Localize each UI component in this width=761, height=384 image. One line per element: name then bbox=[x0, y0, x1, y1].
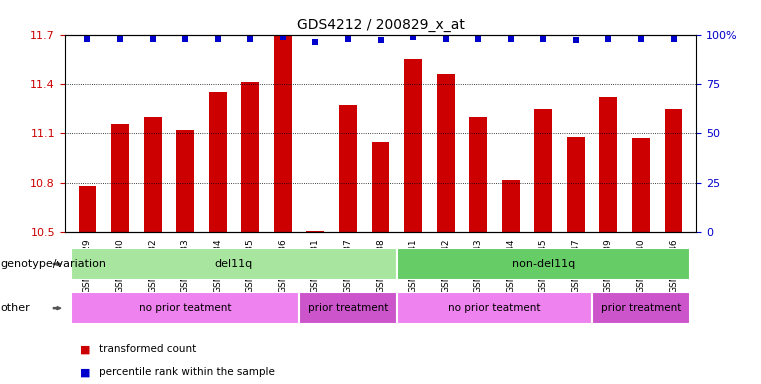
Bar bbox=[339, 106, 357, 232]
Bar bbox=[209, 92, 227, 232]
Point bbox=[407, 33, 419, 40]
Point bbox=[667, 35, 680, 41]
Text: del11q: del11q bbox=[215, 259, 253, 269]
Point bbox=[505, 35, 517, 41]
Point bbox=[635, 35, 647, 41]
Bar bbox=[632, 138, 650, 232]
Bar bbox=[534, 109, 552, 232]
Point bbox=[309, 40, 321, 46]
Bar bbox=[664, 109, 683, 232]
Bar bbox=[404, 59, 422, 232]
Point bbox=[179, 35, 191, 41]
Text: percentile rank within the sample: percentile rank within the sample bbox=[99, 367, 275, 377]
Bar bbox=[437, 74, 454, 232]
Bar bbox=[567, 137, 584, 232]
Text: no prior teatment: no prior teatment bbox=[139, 303, 231, 313]
Text: transformed count: transformed count bbox=[99, 344, 196, 354]
Bar bbox=[396, 248, 689, 280]
Title: GDS4212 / 200829_x_at: GDS4212 / 200829_x_at bbox=[297, 18, 464, 32]
Bar bbox=[144, 117, 161, 232]
Point bbox=[602, 35, 614, 41]
Bar bbox=[241, 82, 260, 232]
Point bbox=[114, 35, 126, 41]
Bar bbox=[177, 130, 194, 232]
Text: genotype/variation: genotype/variation bbox=[0, 259, 106, 269]
Bar bbox=[72, 248, 396, 280]
Point bbox=[244, 35, 256, 41]
Point bbox=[472, 35, 484, 41]
Text: ■: ■ bbox=[80, 367, 91, 377]
Bar bbox=[470, 117, 487, 232]
Text: ■: ■ bbox=[80, 344, 91, 354]
Text: no prior teatment: no prior teatment bbox=[448, 303, 541, 313]
Point bbox=[212, 35, 224, 41]
Bar bbox=[592, 292, 689, 324]
Point bbox=[537, 35, 549, 41]
Bar bbox=[396, 292, 592, 324]
Bar bbox=[274, 35, 291, 232]
Bar bbox=[299, 292, 396, 324]
Point bbox=[81, 35, 94, 41]
Point bbox=[277, 33, 289, 40]
Bar bbox=[78, 186, 97, 232]
Point bbox=[440, 35, 452, 41]
Point bbox=[570, 37, 582, 43]
Text: prior treatment: prior treatment bbox=[600, 303, 681, 313]
Bar bbox=[111, 124, 129, 232]
Text: other: other bbox=[0, 303, 30, 313]
Bar bbox=[72, 292, 299, 324]
Text: prior treatment: prior treatment bbox=[307, 303, 388, 313]
Bar bbox=[600, 97, 617, 232]
Point bbox=[374, 37, 387, 43]
Bar bbox=[371, 142, 390, 232]
Point bbox=[147, 35, 159, 41]
Point bbox=[342, 35, 354, 41]
Text: non-del11q: non-del11q bbox=[511, 259, 575, 269]
Bar bbox=[501, 180, 520, 232]
